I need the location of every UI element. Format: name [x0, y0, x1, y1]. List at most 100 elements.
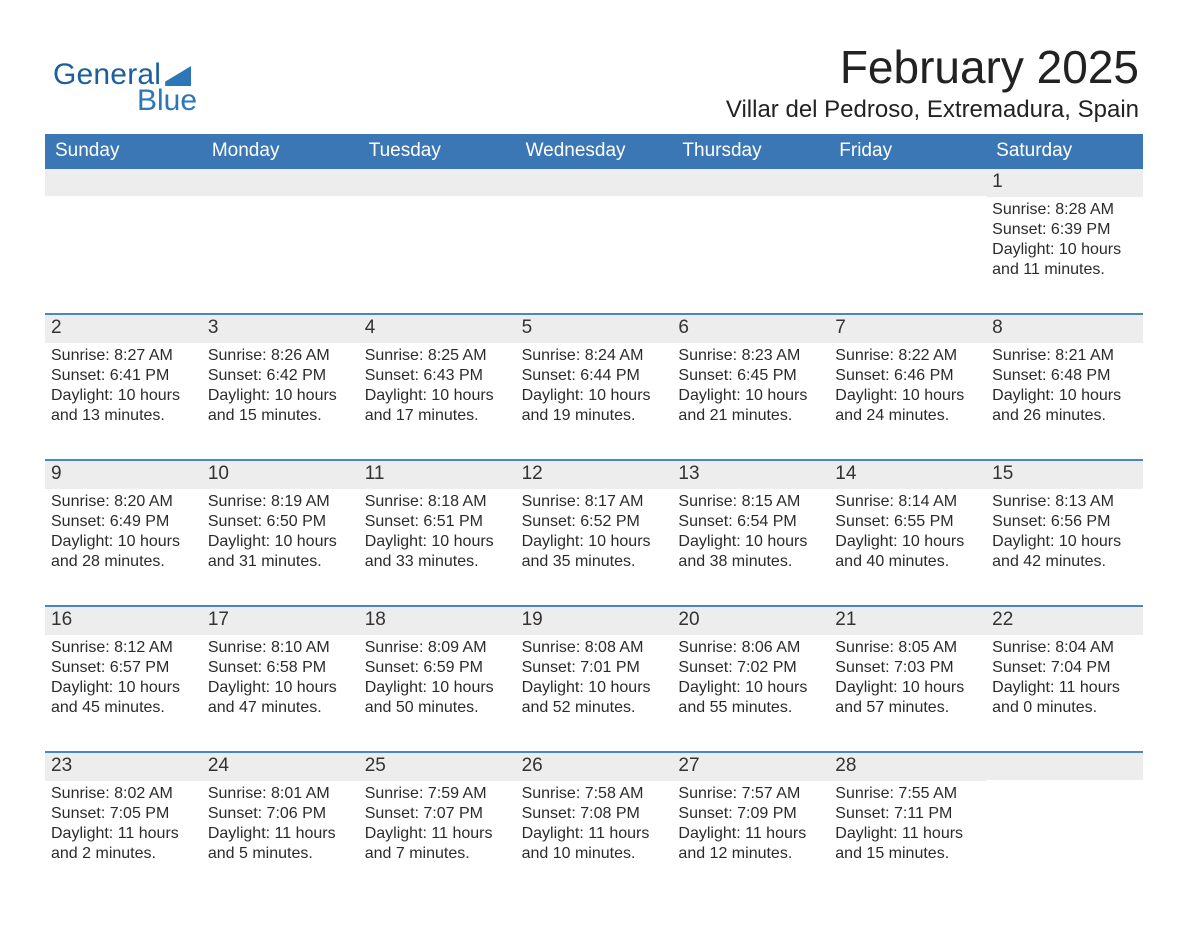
day-number: 11: [359, 461, 516, 489]
day-body: Sunrise: 8:12 AMSunset: 6:57 PMDaylight:…: [45, 635, 202, 722]
day-number: 25: [359, 753, 516, 781]
logo: General Blue: [45, 40, 197, 118]
calendar-day: [672, 169, 829, 295]
day-number: 22: [986, 607, 1143, 635]
sunset-line: Sunset: 6:43 PM: [365, 366, 510, 386]
calendar-day: 24Sunrise: 8:01 AMSunset: 7:06 PMDayligh…: [202, 753, 359, 879]
sunrise-line: Sunrise: 8:09 AM: [365, 638, 510, 658]
calendar-day: 8Sunrise: 8:21 AMSunset: 6:48 PMDaylight…: [986, 315, 1143, 441]
day-body: Sunrise: 7:59 AMSunset: 7:07 PMDaylight:…: [359, 781, 516, 868]
daylight-line: Daylight: 11 hours and 10 minutes.: [522, 824, 667, 864]
day-number: 10: [202, 461, 359, 489]
day-body: Sunrise: 7:57 AMSunset: 7:09 PMDaylight:…: [672, 781, 829, 868]
sunset-line: Sunset: 6:45 PM: [678, 366, 823, 386]
daylight-line: Daylight: 11 hours and 7 minutes.: [365, 824, 510, 864]
sunrise-line: Sunrise: 8:21 AM: [992, 346, 1137, 366]
day-number: 24: [202, 753, 359, 781]
day-number: 3: [202, 315, 359, 343]
calendar-day: 23Sunrise: 8:02 AMSunset: 7:05 PMDayligh…: [45, 753, 202, 879]
weekday-thursday: Thursday: [672, 134, 829, 169]
day-number: 13: [672, 461, 829, 489]
sunrise-line: Sunrise: 8:01 AM: [208, 784, 353, 804]
calendar-day: 25Sunrise: 7:59 AMSunset: 7:07 PMDayligh…: [359, 753, 516, 879]
day-number: 5: [516, 315, 673, 343]
day-number: 7: [829, 315, 986, 343]
weekday-friday: Friday: [829, 134, 986, 169]
calendar-day: [829, 169, 986, 295]
calendar-day: 2Sunrise: 8:27 AMSunset: 6:41 PMDaylight…: [45, 315, 202, 441]
sunrise-line: Sunrise: 8:13 AM: [992, 492, 1137, 512]
sunrise-line: Sunrise: 8:12 AM: [51, 638, 196, 658]
day-body: Sunrise: 8:23 AMSunset: 6:45 PMDaylight:…: [672, 343, 829, 430]
sunrise-line: Sunrise: 8:20 AM: [51, 492, 196, 512]
daylight-line: Daylight: 10 hours and 42 minutes.: [992, 532, 1137, 572]
calendar-day: 18Sunrise: 8:09 AMSunset: 6:59 PMDayligh…: [359, 607, 516, 733]
calendar-day: 6Sunrise: 8:23 AMSunset: 6:45 PMDaylight…: [672, 315, 829, 441]
day-number: 14: [829, 461, 986, 489]
calendar-day: [45, 169, 202, 295]
day-body: Sunrise: 7:55 AMSunset: 7:11 PMDaylight:…: [829, 781, 986, 868]
daylight-line: Daylight: 11 hours and 0 minutes.: [992, 678, 1137, 718]
day-body: Sunrise: 8:24 AMSunset: 6:44 PMDaylight:…: [516, 343, 673, 430]
daylight-line: Daylight: 10 hours and 55 minutes.: [678, 678, 823, 718]
month-title: February 2025: [726, 40, 1139, 94]
calendar-day: 11Sunrise: 8:18 AMSunset: 6:51 PMDayligh…: [359, 461, 516, 587]
sunrise-line: Sunrise: 8:17 AM: [522, 492, 667, 512]
day-body: Sunrise: 8:13 AMSunset: 6:56 PMDaylight:…: [986, 489, 1143, 576]
calendar-day: 12Sunrise: 8:17 AMSunset: 6:52 PMDayligh…: [516, 461, 673, 587]
day-body: Sunrise: 8:01 AMSunset: 7:06 PMDaylight:…: [202, 781, 359, 868]
day-number: 26: [516, 753, 673, 781]
weeks-container: 1Sunrise: 8:28 AMSunset: 6:39 PMDaylight…: [45, 169, 1143, 879]
calendar-day: 4Sunrise: 8:25 AMSunset: 6:43 PMDaylight…: [359, 315, 516, 441]
sunrise-line: Sunrise: 7:57 AM: [678, 784, 823, 804]
calendar-day: 20Sunrise: 8:06 AMSunset: 7:02 PMDayligh…: [672, 607, 829, 733]
sunset-line: Sunset: 6:51 PM: [365, 512, 510, 532]
sunset-line: Sunset: 6:41 PM: [51, 366, 196, 386]
day-number: [516, 169, 673, 196]
calendar-day: 22Sunrise: 8:04 AMSunset: 7:04 PMDayligh…: [986, 607, 1143, 733]
day-body: [202, 196, 359, 203]
sunset-line: Sunset: 6:58 PM: [208, 658, 353, 678]
sunrise-line: Sunrise: 8:14 AM: [835, 492, 980, 512]
day-number: [359, 169, 516, 196]
daylight-line: Daylight: 10 hours and 31 minutes.: [208, 532, 353, 572]
sunset-line: Sunset: 6:52 PM: [522, 512, 667, 532]
sunset-line: Sunset: 7:01 PM: [522, 658, 667, 678]
day-body: [672, 196, 829, 203]
sunset-line: Sunset: 6:49 PM: [51, 512, 196, 532]
day-body: Sunrise: 8:02 AMSunset: 7:05 PMDaylight:…: [45, 781, 202, 868]
day-number: 9: [45, 461, 202, 489]
day-body: Sunrise: 8:27 AMSunset: 6:41 PMDaylight:…: [45, 343, 202, 430]
calendar-page: General Blue February 2025 Villar del Pe…: [0, 0, 1188, 929]
day-body: Sunrise: 8:06 AMSunset: 7:02 PMDaylight:…: [672, 635, 829, 722]
calendar-day: 16Sunrise: 8:12 AMSunset: 6:57 PMDayligh…: [45, 607, 202, 733]
sunrise-line: Sunrise: 8:10 AM: [208, 638, 353, 658]
calendar-day: [202, 169, 359, 295]
daylight-line: Daylight: 10 hours and 24 minutes.: [835, 386, 980, 426]
day-number: [986, 753, 1143, 780]
day-number: 21: [829, 607, 986, 635]
day-body: Sunrise: 8:09 AMSunset: 6:59 PMDaylight:…: [359, 635, 516, 722]
sunset-line: Sunset: 6:42 PM: [208, 366, 353, 386]
calendar-day: [516, 169, 673, 295]
sunset-line: Sunset: 7:02 PM: [678, 658, 823, 678]
weekday-wednesday: Wednesday: [516, 134, 673, 169]
daylight-line: Daylight: 10 hours and 13 minutes.: [51, 386, 196, 426]
sunset-line: Sunset: 6:59 PM: [365, 658, 510, 678]
calendar-day: 3Sunrise: 8:26 AMSunset: 6:42 PMDaylight…: [202, 315, 359, 441]
sunrise-line: Sunrise: 8:26 AM: [208, 346, 353, 366]
calendar-day: 5Sunrise: 8:24 AMSunset: 6:44 PMDaylight…: [516, 315, 673, 441]
calendar: Sunday Monday Tuesday Wednesday Thursday…: [45, 134, 1143, 879]
sunset-line: Sunset: 7:05 PM: [51, 804, 196, 824]
weekday-saturday: Saturday: [986, 134, 1143, 169]
day-body: Sunrise: 8:15 AMSunset: 6:54 PMDaylight:…: [672, 489, 829, 576]
sunrise-line: Sunrise: 8:19 AM: [208, 492, 353, 512]
day-number: 4: [359, 315, 516, 343]
day-body: [829, 196, 986, 203]
calendar-day: 13Sunrise: 8:15 AMSunset: 6:54 PMDayligh…: [672, 461, 829, 587]
day-body: Sunrise: 8:21 AMSunset: 6:48 PMDaylight:…: [986, 343, 1143, 430]
sunrise-line: Sunrise: 8:22 AM: [835, 346, 980, 366]
calendar-day: 14Sunrise: 8:14 AMSunset: 6:55 PMDayligh…: [829, 461, 986, 587]
day-number: 16: [45, 607, 202, 635]
day-body: Sunrise: 8:28 AMSunset: 6:39 PMDaylight:…: [986, 197, 1143, 284]
